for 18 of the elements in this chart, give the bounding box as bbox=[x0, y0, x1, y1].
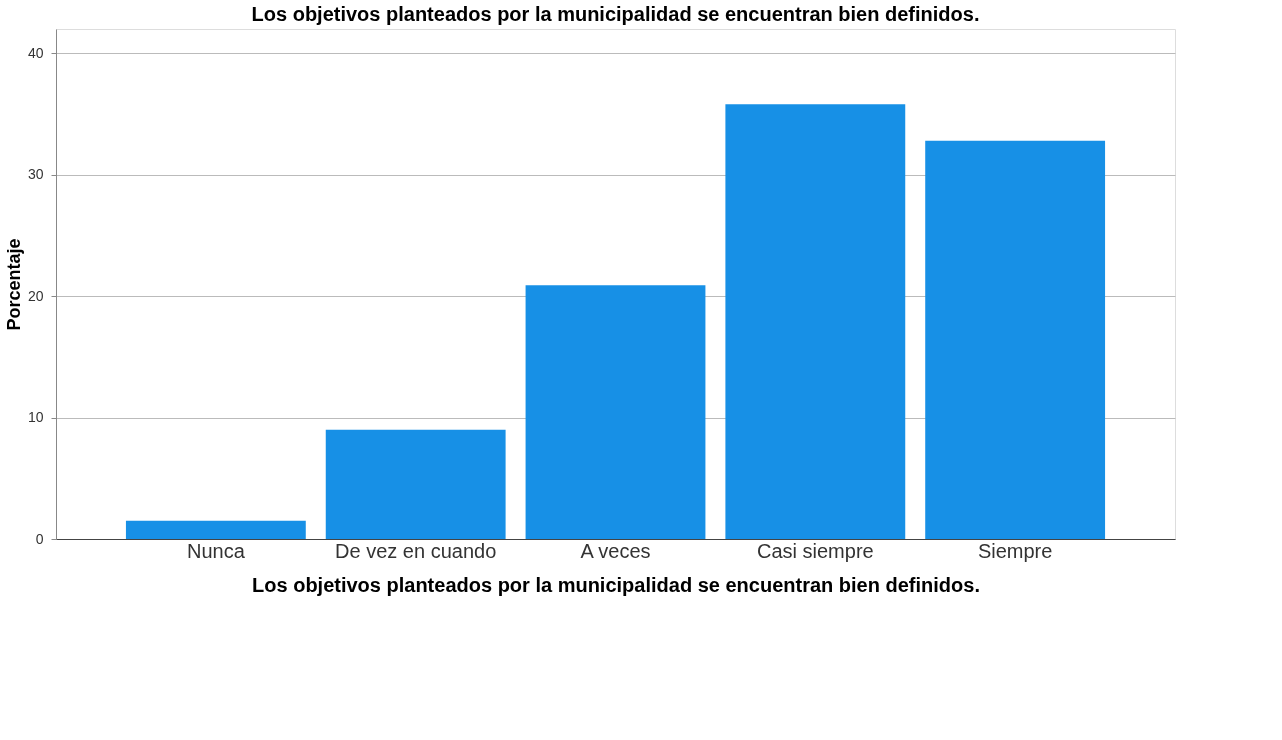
y-tick-label: 10 bbox=[27, 409, 44, 426]
x-axis-title: Los objetivos planteados por la municipalidad se encuentran bien definidos. bbox=[252, 573, 980, 596]
bar bbox=[525, 285, 706, 539]
y-tick-label: 30 bbox=[27, 166, 44, 183]
bar bbox=[725, 104, 906, 539]
chart-title: Los objetivos planteados por la municipalidad se encuentran bien definidos. bbox=[251, 3, 980, 25]
bar bbox=[325, 429, 506, 539]
y-tick-label: 20 bbox=[27, 287, 44, 304]
y-axis-title: Porcentaje bbox=[3, 238, 24, 331]
x-tick-label: De vez en cuando bbox=[335, 539, 497, 562]
bar bbox=[125, 520, 306, 539]
x-tick-label: A veces bbox=[580, 539, 651, 562]
x-tick-label: Nunca bbox=[186, 539, 246, 562]
y-tick-label: 0 bbox=[35, 530, 44, 547]
y-tick-label: 40 bbox=[27, 44, 44, 61]
x-tick-label: Casi siempre bbox=[756, 539, 874, 562]
x-tick-label: Siempre bbox=[977, 539, 1053, 562]
bar bbox=[925, 140, 1106, 539]
